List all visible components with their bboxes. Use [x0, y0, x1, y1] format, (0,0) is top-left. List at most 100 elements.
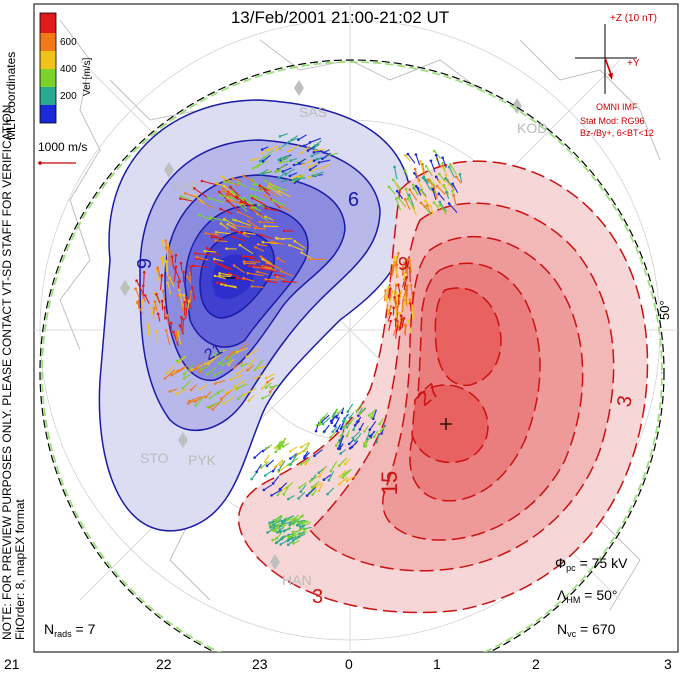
vector-origin-dot	[180, 316, 183, 319]
velocity-vector	[387, 313, 392, 322]
velocity-vector	[334, 417, 340, 427]
vector-origin-dot	[320, 166, 324, 170]
vector-origin-dot	[189, 265, 193, 268]
velocity-vector	[251, 188, 263, 192]
velocity-vector	[268, 189, 278, 198]
velocity-vector	[422, 164, 426, 176]
vector-origin-dot	[315, 157, 319, 161]
velocity-vector	[214, 275, 227, 280]
vector-origin-dot	[265, 464, 269, 468]
velocity-vector	[404, 154, 411, 162]
contour-label-c: 9	[398, 254, 409, 274]
velocity-vector	[154, 301, 158, 311]
vector-origin-dot	[261, 160, 265, 163]
vector-origin-dot	[345, 479, 349, 483]
vector-origin-dot	[419, 160, 422, 163]
vector-origin-dot	[209, 216, 212, 219]
velocity-vector	[155, 294, 161, 304]
vector-origin-dot	[160, 257, 163, 260]
vector-origin-dot	[403, 296, 406, 299]
vector-origin-dot	[263, 474, 267, 477]
vector-origin-dot	[184, 192, 187, 195]
vector-origin-dot	[153, 300, 157, 303]
velocity-vector	[236, 383, 247, 390]
vector-origin-dot	[397, 251, 400, 255]
velocity-vector	[179, 325, 185, 335]
vector-origin-dot	[310, 485, 314, 489]
vector-origin-dot	[269, 525, 272, 529]
vector-origin-dot	[224, 391, 228, 395]
vector-origin-dot	[199, 368, 203, 371]
vector-origin-dot	[208, 396, 212, 400]
vector-origin-dot	[298, 528, 302, 531]
vector-origin-dot	[317, 471, 321, 475]
vector-origin-dot	[195, 255, 198, 259]
velocity-vector	[395, 269, 399, 279]
velocity-vector	[445, 178, 454, 188]
vector-origin-dot	[217, 190, 221, 194]
vector-origin-dot	[220, 283, 223, 286]
vector-origin-dot	[364, 444, 368, 448]
velocity-vector	[153, 303, 157, 312]
velocity-vector	[186, 276, 192, 284]
vector-origin-dot	[288, 149, 291, 153]
velocity-vector	[164, 369, 176, 379]
vector-origin-dot	[204, 232, 208, 235]
vector-origin-dot	[276, 493, 280, 497]
velocity-vector	[283, 280, 297, 283]
vector-origin-dot	[233, 385, 237, 388]
vector-origin-dot	[143, 294, 147, 297]
vector-origin-dot	[412, 291, 415, 294]
velocity-vector	[327, 487, 335, 495]
velocity-vector	[409, 303, 412, 312]
velocity-vector	[271, 241, 285, 246]
vector-origin-dot	[257, 203, 260, 207]
vector-origin-dot	[292, 542, 295, 545]
velocity-vector	[141, 293, 147, 303]
velocity-vector	[181, 195, 191, 201]
velocity-vector	[208, 354, 220, 365]
nvc-sub: vc	[567, 629, 577, 639]
vector-origin-dot	[250, 285, 254, 288]
velocity-vector	[388, 186, 396, 195]
velocity-vector	[400, 301, 406, 316]
colorbar-tick-200: 200	[60, 91, 77, 102]
velocity-vector	[279, 437, 286, 448]
vector-origin-dot	[239, 200, 242, 204]
vector-origin-dot	[207, 362, 210, 366]
vector-origin-dot	[180, 195, 183, 198]
velocity-vector	[220, 194, 236, 200]
velocity-vector	[411, 305, 415, 320]
velocity-vector	[287, 517, 297, 521]
vector-origin-dot	[246, 368, 249, 372]
vector-origin-dot	[235, 350, 239, 354]
velocity-vector	[311, 480, 320, 488]
vector-origin-dot	[273, 519, 277, 522]
vector-origin-dot	[210, 236, 214, 239]
vector-origin-dot	[355, 409, 359, 412]
velocity-vector	[206, 366, 217, 375]
velocity-vector	[233, 265, 245, 274]
vector-origin-dot	[274, 446, 277, 450]
vector-origin-dot	[367, 414, 371, 417]
vector-origin-dot	[273, 465, 277, 469]
velocity-vector	[315, 482, 323, 488]
velocity-vector	[410, 285, 414, 299]
vector-origin-dot	[166, 243, 170, 247]
velocity-vector	[279, 482, 287, 490]
velocity-vector	[215, 379, 226, 385]
vector-origin-dot	[271, 199, 275, 202]
vector-origin-dot	[447, 202, 451, 205]
vector-origin-dot	[394, 182, 398, 186]
vector-origin-dot	[187, 299, 191, 303]
vector-origin-dot	[249, 256, 252, 260]
vector-origin-dot	[175, 392, 179, 396]
velocity-vector	[433, 187, 438, 200]
vector-origin-dot	[242, 260, 246, 263]
vector-origin-dot	[270, 494, 273, 497]
velocity-vector	[342, 468, 352, 476]
velocity-vector	[372, 409, 377, 419]
vector-origin-dot	[156, 312, 160, 316]
velocity-vector	[369, 420, 377, 430]
vector-origin-dot	[300, 151, 303, 155]
